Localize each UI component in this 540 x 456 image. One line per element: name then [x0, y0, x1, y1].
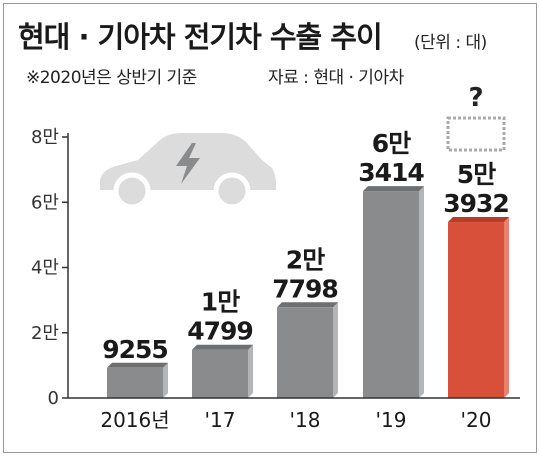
footnote: ※2020년은 상반기 기준: [26, 68, 197, 88]
car-wheel: [213, 172, 251, 210]
x-tick-label: '17: [205, 408, 236, 432]
y-tick-label: 6만: [31, 192, 59, 213]
bar-front-face: [192, 349, 248, 398]
projection-dashed-box: [446, 116, 506, 152]
data-label: 6만: [372, 129, 411, 158]
data-label: 5만: [457, 160, 496, 189]
y-tick-label: 2만: [31, 323, 59, 344]
bar-top-face: [192, 344, 253, 350]
x-tick-label: 2016년: [100, 408, 169, 432]
bar: [192, 344, 253, 398]
bar-front-face: [363, 191, 419, 398]
car-wheel: [113, 172, 151, 210]
x-tick-label: '19: [376, 408, 407, 432]
unit-note: (단위 : 대): [414, 33, 487, 53]
y-axis: 0 2만 4만 6만 8만: [31, 127, 69, 409]
bar-side-face: [163, 362, 168, 398]
x-axis: 2016년 '17 '18 '19 '20: [68, 397, 520, 432]
bar: [277, 302, 338, 398]
data-label: 9255: [102, 335, 168, 364]
electric-car-icon: [100, 133, 276, 210]
data-label: 2만: [286, 245, 325, 274]
bar-top-face: [107, 362, 168, 368]
chart-title: 현대 · 기아차 전기차 수출 추이: [18, 20, 383, 54]
data-label: 3414: [358, 158, 424, 187]
data-label: 1만: [201, 288, 240, 317]
bar-front-face: [448, 222, 504, 398]
bar-side-face: [333, 302, 338, 398]
data-label: 7798: [272, 274, 338, 303]
bar-highlight: [448, 217, 509, 398]
question-annotation: ?: [468, 83, 483, 113]
x-tick-label: '20: [461, 408, 492, 432]
bar-side-face: [248, 344, 253, 398]
bar-top-face: [277, 302, 338, 308]
y-tick-label: 8만: [31, 127, 59, 148]
bar-top-face: [363, 186, 424, 192]
bar: [107, 362, 168, 398]
data-label: 4799: [187, 317, 253, 346]
bars: [107, 186, 509, 398]
bar-front-face: [277, 307, 333, 398]
bar-front-face: [107, 367, 163, 398]
source-note: 자료 : 현대 · 기아차: [268, 68, 404, 88]
bar-side-face: [419, 186, 424, 398]
x-tick-label: '18: [290, 408, 321, 432]
y-tick-label: 0: [48, 388, 59, 409]
bar-top-face: [448, 217, 509, 223]
bar: [363, 186, 424, 398]
bar-side-face: [504, 217, 509, 398]
data-label: 3932: [443, 189, 509, 218]
lightning-bolt-icon: [176, 143, 200, 184]
y-tick-label: 4만: [31, 258, 59, 279]
